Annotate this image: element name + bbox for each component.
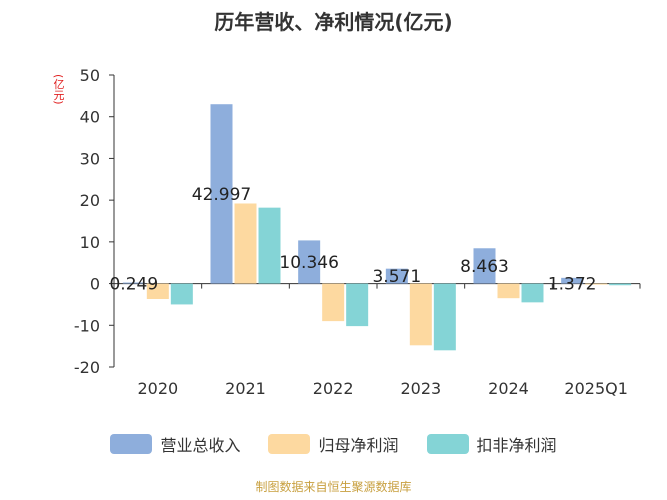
y-tick-label: 50 (80, 66, 100, 85)
chart-title: 历年营收、净利情况(亿元) (214, 10, 453, 34)
bar-1-2021 (234, 203, 257, 284)
bar-0-2020 (122, 282, 145, 284)
source-note: 制图数据来自恒生聚源数据库 (255, 480, 412, 494)
legend-label: 扣非净利润 (476, 436, 557, 455)
bar-2-2025Q1 (609, 283, 632, 286)
data-label: 42.997 (192, 185, 251, 205)
bar-0-2021 (210, 104, 233, 284)
x-tick-label: 2020 (137, 379, 178, 398)
bar-0-2023 (385, 268, 408, 284)
bar-0-2024 (473, 248, 496, 284)
legend: 营业总收入 归母净利润 扣非净利润 (0, 432, 667, 456)
y-tick-label: 0 (90, 275, 100, 294)
bar-2-2024 (521, 283, 544, 303)
legend-item[interactable]: 归母净利润 (268, 432, 399, 456)
data-label: 1.372 (548, 275, 597, 295)
x-tick-label: 2025Q1 (564, 379, 628, 398)
bar-1-2020 (146, 283, 169, 300)
y-tick-label: 30 (80, 149, 100, 168)
bar-chart: 50 40 30 20 10 0 -10 -20 2020 2021 2022 2023 2024 202… (74, 66, 641, 398)
legend-label: 营业总收入 (160, 436, 241, 455)
bar-2-2020 (170, 283, 193, 305)
bar-1-2024 (497, 283, 520, 299)
bar-0-2025Q1 (561, 277, 584, 284)
data-label: 3.571 (372, 267, 421, 287)
legend-item[interactable]: 营业总收入 (110, 432, 240, 456)
data-label: 10.346 (279, 253, 338, 273)
legend-swatch (110, 434, 153, 454)
bar-2-2022 (346, 283, 369, 327)
legend-swatch (268, 434, 311, 454)
legend-swatch (426, 434, 469, 454)
bar-2-2021 (258, 207, 281, 284)
y-tick-label: 10 (80, 233, 100, 252)
x-tick-label: 2021 (225, 379, 266, 398)
y-axis-unit: (亿元) (52, 74, 65, 105)
x-tick-label: 2023 (400, 379, 441, 398)
y-tick-label: 20 (80, 191, 100, 210)
y-tick-label: -20 (74, 358, 100, 377)
x-tick-label: 2022 (313, 379, 354, 398)
bar-1-2022 (322, 283, 345, 322)
bar-2-2023 (433, 283, 456, 351)
y-tick-label: -10 (74, 316, 100, 335)
y-tick-label: 40 (80, 108, 100, 127)
legend-label: 归母净利润 (318, 436, 399, 455)
bar-1-2025Q1 (585, 283, 608, 285)
x-tick-label: 2024 (488, 379, 529, 398)
data-label: 0.249 (109, 275, 158, 295)
data-label: 8.463 (460, 257, 509, 277)
legend-item[interactable]: 扣非净利润 (426, 432, 557, 456)
bar-1-2023 (409, 283, 432, 346)
bar-0-2022 (298, 240, 321, 284)
